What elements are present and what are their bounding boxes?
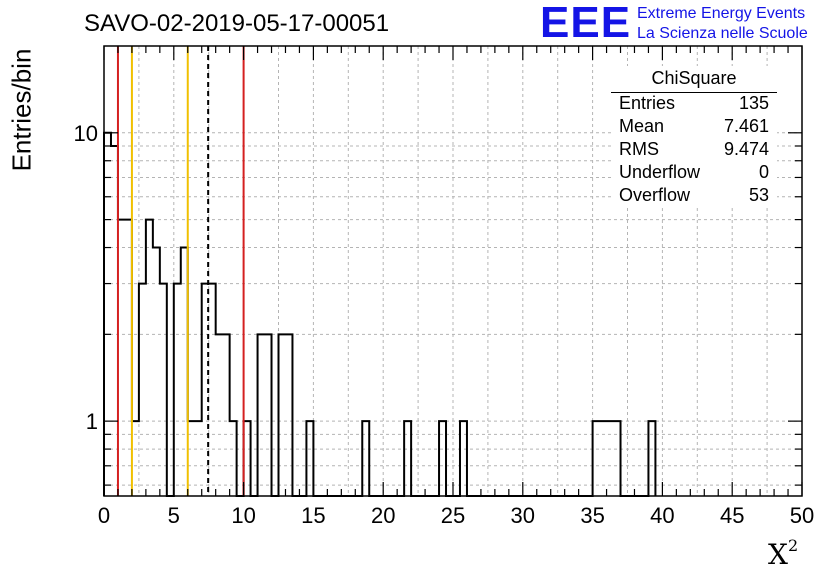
stats-box: ChiSquare Entries 135 Mean 7.461 RMS 9.474 … [611, 66, 777, 206]
stats-value: 9.474 [723, 139, 769, 159]
x-axis-label-superscript: 2 [787, 536, 799, 555]
stats-value: 0 [758, 162, 769, 182]
stats-value: 135 [738, 93, 769, 113]
chart-title: SAVO-02-2019-05-17-00051 [84, 10, 390, 37]
x-tick-label: 35 [580, 503, 604, 528]
x-axis-label-base: X [768, 538, 788, 571]
x-tick-label: 40 [650, 503, 674, 528]
x-tick-label: 20 [371, 503, 395, 528]
x-tick-label: 10 [231, 503, 255, 528]
stats-label: Mean [619, 116, 665, 136]
x-tick-label: 5 [168, 503, 180, 528]
stats-label: Underflow [619, 162, 701, 182]
stats-label: RMS [619, 139, 659, 159]
stats-box-separator [611, 92, 777, 93]
x-tick-label: 25 [441, 503, 465, 528]
stats-row-mean: Mean 7.461 [619, 116, 769, 138]
eee-logo-mark: EEE [540, 0, 632, 47]
logo-text-line1: Extreme Energy Events [637, 5, 806, 22]
stats-label: Entries [619, 93, 676, 113]
stats-row-entries: Entries 135 [619, 93, 769, 115]
eee-logo: EEE Extreme Energy Events La Scienza nel… [540, 0, 836, 47]
stats-row-underflow: Underflow 0 [619, 162, 769, 184]
x-tick-label: 30 [511, 503, 535, 528]
x-tick-label: 0 [98, 503, 110, 528]
x-tick-label: 45 [720, 503, 744, 528]
y-tick-label: 10 [74, 121, 98, 146]
stats-row-overflow: Overflow 53 [619, 185, 769, 207]
stats-value: 53 [748, 185, 769, 205]
x-tick-label: 15 [301, 503, 325, 528]
y-axis-label: Entries/bin [6, 48, 37, 172]
stats-label: Overflow [619, 185, 691, 205]
stats-value: 7.461 [723, 116, 769, 136]
y-tick-label: 1 [86, 409, 98, 434]
x-axis-label: X2 [768, 536, 799, 571]
stats-box-title: ChiSquare [651, 68, 737, 88]
x-tick-label: 50 [790, 503, 814, 528]
logo-text-line2: La Scienza nelle Scuole [637, 25, 808, 42]
stats-row-rms: RMS 9.474 [619, 139, 769, 161]
